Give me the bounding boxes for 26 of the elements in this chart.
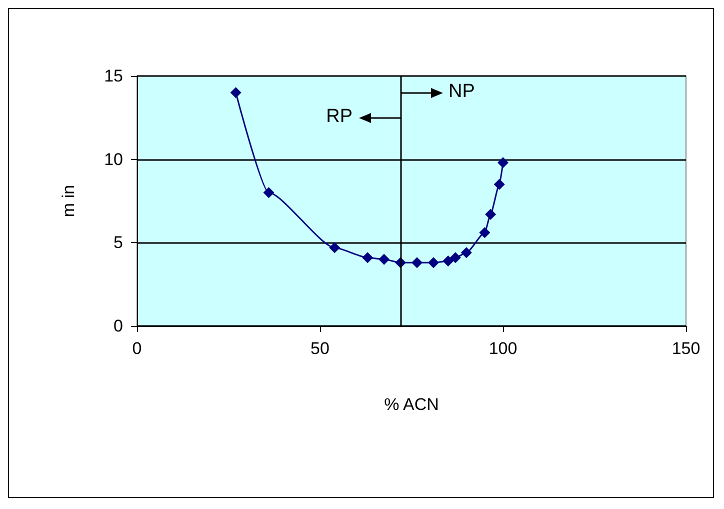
point: [450, 252, 461, 264]
point: [263, 187, 274, 198]
y-tick-label: 0: [114, 316, 123, 336]
point: [460, 247, 472, 258]
point: [230, 87, 242, 98]
x-tick-label: 50: [310, 339, 330, 358]
point: [329, 242, 340, 254]
y-axis-title: m in: [59, 184, 78, 218]
x-tick-label: 100: [488, 339, 518, 358]
x-axis-title: % ACN: [384, 395, 439, 414]
annotation: RP: [326, 106, 353, 128]
x-tick-label: 150: [672, 339, 700, 358]
point: [442, 256, 454, 266]
point: [494, 178, 505, 190]
point: [411, 257, 422, 268]
point: [428, 257, 439, 268]
point: [479, 227, 490, 238]
point: [378, 254, 390, 265]
y-tick-label: 15: [104, 66, 123, 86]
point: [362, 252, 374, 264]
point: [485, 208, 496, 220]
x-tick-label: 0: [132, 339, 142, 358]
point: [498, 157, 508, 168]
y-tick-label: 10: [104, 150, 123, 169]
y-tick-label: 5: [114, 233, 123, 252]
annotation: NP: [448, 80, 475, 103]
